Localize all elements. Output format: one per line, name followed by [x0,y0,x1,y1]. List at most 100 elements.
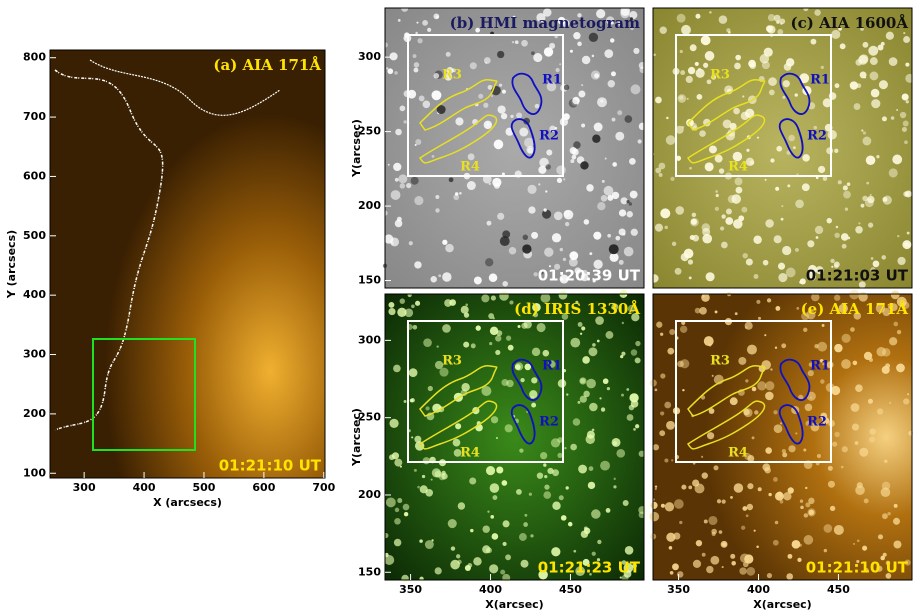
image-texture [496,437,498,439]
image-texture [478,94,483,99]
image-texture [423,457,430,464]
image-texture [893,518,900,525]
image-texture [843,191,851,199]
image-texture [423,101,431,109]
image-texture [650,274,658,282]
image-texture [386,67,388,69]
image-texture [752,387,757,392]
image-texture [770,158,774,162]
image-texture [491,416,498,423]
image-texture [445,244,454,253]
image-texture [606,331,614,339]
image-texture [851,403,860,412]
image-texture [564,85,569,90]
image-texture [870,194,872,196]
image-texture [616,449,625,458]
image-texture [800,506,804,510]
image-texture [905,74,914,83]
image-texture [735,312,738,315]
image-texture [414,68,419,73]
image-texture [688,486,692,490]
image-texture [503,542,507,546]
image-texture [570,338,580,348]
image-texture [581,84,583,86]
image-texture [655,485,657,487]
image-texture [581,326,585,330]
image-texture [417,486,420,489]
image-texture [889,168,898,177]
y-tick-label: 200 [358,488,381,501]
image-texture [870,72,879,81]
image-texture [783,80,790,87]
image-texture [696,540,702,546]
image-texture [704,336,714,346]
image-texture [492,178,501,187]
image-texture [680,359,689,368]
image-texture [765,392,774,401]
image-texture [828,481,835,488]
image-texture [746,514,749,517]
image-texture [633,48,639,54]
image-texture [752,436,755,439]
image-texture [855,226,863,234]
y-axis-label: Y(arcsec) [350,408,363,467]
image-texture [531,377,537,383]
image-texture [871,99,880,108]
image-texture [411,305,415,309]
image-texture [659,430,665,436]
image-texture [701,35,711,45]
image-texture [497,213,504,220]
image-texture [606,508,611,513]
image-texture [621,394,624,397]
image-texture [601,195,608,202]
image-texture [588,347,597,356]
image-texture [516,112,522,118]
image-texture [499,84,502,87]
image-texture [411,177,419,185]
image-texture [496,466,503,473]
image-texture [733,108,740,115]
image-texture [705,51,715,61]
image-texture [554,211,563,220]
image-texture [733,219,743,229]
image-texture [434,73,440,79]
image-texture [704,519,708,523]
image-texture [862,546,867,551]
image-texture [764,467,770,473]
image-texture [666,117,668,119]
image-texture [419,539,423,543]
image-texture [502,574,510,582]
image-texture [538,166,546,174]
image-texture [669,546,673,550]
x-axis-label: X(arcsec) [753,598,811,611]
y-tick-label: 400 [23,288,46,301]
image-texture [719,168,724,173]
image-texture [805,487,807,489]
x-tick-label: 450 [827,583,850,596]
region-label: R1 [810,73,830,88]
image-texture [680,326,687,333]
image-texture [414,62,419,67]
image-texture [778,263,785,270]
figure: (a) AIA 171Å01:21:10 UT30040050060070010… [0,0,914,616]
image-texture [672,563,679,570]
image-texture [847,182,851,186]
image-texture [524,138,534,148]
image-texture [485,62,487,64]
image-texture [858,55,868,65]
x-tick-label: 350 [667,583,690,596]
image-texture [625,546,634,555]
image-texture [518,325,521,328]
image-texture [775,347,777,349]
image-texture [552,233,561,242]
image-texture [894,504,898,508]
image-texture [716,194,719,197]
image-texture [753,236,761,244]
image-texture [613,441,617,445]
image-texture [650,512,660,522]
image-texture [889,402,891,404]
image-texture [414,196,423,205]
image-texture [582,56,590,64]
panel: (a) AIA 171Å01:21:10 UT30040050060070010… [5,50,336,509]
image-texture [742,95,744,97]
